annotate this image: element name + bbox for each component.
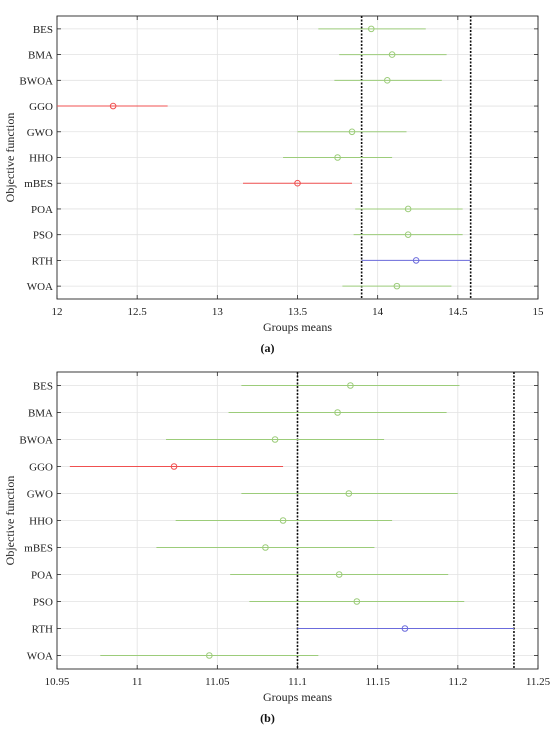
x-tick-label: 14 bbox=[372, 306, 384, 318]
y-tick-label: GGO bbox=[29, 462, 53, 474]
y-tick-label: HHO bbox=[29, 516, 53, 528]
mean-marker-BES bbox=[367, 25, 375, 33]
y-tick-label: WOA bbox=[27, 651, 53, 663]
y-tick-label: BWOA bbox=[19, 435, 53, 447]
y-axis-label: Objective function bbox=[3, 476, 17, 566]
y-tick-label: mBES bbox=[24, 178, 53, 190]
x-tick-label: 11 bbox=[132, 676, 143, 688]
y-tick-label: WOA bbox=[27, 281, 53, 293]
mean-marker-BES bbox=[347, 382, 354, 389]
mean-marker-BMA bbox=[334, 409, 341, 416]
mean-marker-WOA bbox=[393, 282, 401, 290]
mean-marker-POA bbox=[404, 205, 412, 213]
mean-marker-BWOA bbox=[271, 436, 279, 443]
x-tick-label: 13.5 bbox=[288, 306, 308, 318]
mean-marker-mBES bbox=[294, 179, 301, 187]
panel-label: (b) bbox=[260, 711, 275, 725]
y-tick-label: BES bbox=[33, 381, 53, 393]
panel-a-multiple-comparison-chart: 12 12.5 13 13.5 14 14.5 15 BES BMA BWOA GGO GWO HHO m… bbox=[3, 15, 545, 355]
y-tick-label: POA bbox=[31, 204, 53, 216]
mean-marker-GWO bbox=[348, 128, 356, 136]
mean-marker-GWO bbox=[345, 490, 353, 497]
y-tick-label: HHO bbox=[29, 153, 53, 165]
mean-marker-POA bbox=[335, 571, 343, 578]
panel-b-multiple-comparison-chart: 10.95 11 11.05 11.1 11.15 11.2 11.25 BES BMA BWOA… bbox=[3, 371, 550, 725]
x-tick-label: 11.1 bbox=[288, 676, 307, 688]
y-tick-label: PSO bbox=[33, 230, 53, 242]
x-tick-label: 11.2 bbox=[448, 676, 467, 688]
mean-marker-BMA bbox=[388, 51, 396, 58]
y-tick-label: PSO bbox=[33, 597, 53, 609]
x-tick-label: 12 bbox=[52, 306, 63, 318]
y-tick-label: GWO bbox=[27, 127, 53, 139]
y-axis-label: Objective function bbox=[3, 113, 17, 203]
mean-marker-GGO bbox=[109, 102, 117, 110]
mean-marker-HHO bbox=[279, 517, 287, 524]
x-tick-label: 14.5 bbox=[448, 306, 468, 318]
x-tick-label: 15 bbox=[533, 306, 545, 318]
mean-marker-PSO bbox=[353, 598, 361, 605]
mean-marker-PSO bbox=[404, 231, 412, 238]
x-axis-label: Groups means bbox=[263, 690, 332, 704]
mean-marker-RTH bbox=[401, 625, 409, 632]
y-tick-label: BMA bbox=[28, 408, 53, 420]
x-tick-label: 10.95 bbox=[45, 676, 70, 688]
x-tick-label: 11.05 bbox=[205, 676, 230, 688]
y-tick-label: BMA bbox=[28, 50, 53, 62]
x-tick-label: 11.15 bbox=[365, 676, 390, 688]
y-tick-label: POA bbox=[31, 570, 53, 582]
panel-label: (a) bbox=[261, 341, 275, 355]
mean-marker-GGO bbox=[170, 463, 178, 470]
mean-marker-HHO bbox=[334, 154, 341, 161]
y-tick-label: GGO bbox=[29, 101, 53, 113]
x-tick-label: 13 bbox=[212, 306, 224, 318]
x-axis-label: Groups means bbox=[263, 320, 332, 334]
mean-marker-WOA bbox=[206, 652, 213, 659]
y-tick-label: RTH bbox=[32, 624, 53, 636]
mean-marker-mBES bbox=[262, 544, 269, 551]
y-tick-label: GWO bbox=[27, 489, 53, 501]
y-tick-label: RTH bbox=[32, 255, 53, 267]
x-tick-label: 11.25 bbox=[526, 676, 550, 688]
mean-marker-BWOA bbox=[383, 77, 391, 84]
y-tick-label: BES bbox=[33, 24, 53, 36]
y-tick-label: mBES bbox=[24, 543, 53, 555]
x-tick-label: 12.5 bbox=[128, 306, 148, 318]
mean-marker-RTH bbox=[412, 257, 420, 264]
y-tick-label: BWOA bbox=[19, 75, 53, 87]
